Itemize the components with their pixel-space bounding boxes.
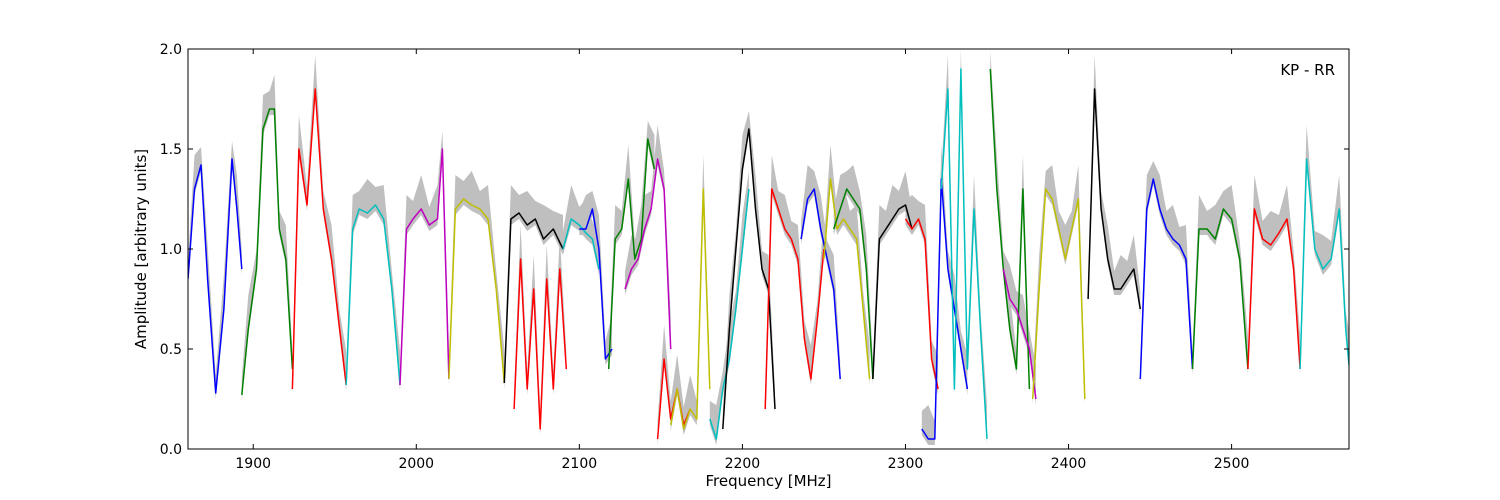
envelope-band-11 <box>625 125 671 355</box>
envelope-band-25 <box>1003 251 1036 405</box>
spectrum-segment-31 <box>1299 158 1349 370</box>
envelope-band-5 <box>448 171 505 389</box>
spectrum-segment-11 <box>624 158 672 350</box>
spectrum-segment-20 <box>872 204 913 380</box>
envelope-band-6 <box>504 185 563 389</box>
spectrum-segment-13 <box>669 188 711 430</box>
spectrum-segment-14 <box>709 188 750 440</box>
spectrum-segment-7 <box>513 258 568 430</box>
spectrum-segment-28 <box>1139 178 1194 380</box>
envelope-band-16 <box>765 155 824 415</box>
x-tick-label: 2300 <box>888 456 924 472</box>
plot-frame <box>187 48 1350 450</box>
spectrum-segment-9 <box>579 208 613 360</box>
y-tick-label: 2.0 <box>160 42 182 58</box>
envelope-band-22 <box>921 145 968 445</box>
envelope-band-10 <box>608 121 655 375</box>
spectrum-segment-25 <box>1002 268 1037 400</box>
spectrum-segment-21 <box>904 218 939 390</box>
envelope-band-1 <box>241 75 293 401</box>
x-tick-label: 2000 <box>398 456 434 472</box>
envelope-band-28 <box>1140 161 1193 385</box>
envelope-band-27 <box>1088 55 1141 315</box>
axis-ticks: 1900 2000 2100 2200 2300 2400 2500 0.0 0.5 1.0 1.5… <box>160 42 1349 472</box>
envelope-band-31 <box>1300 125 1349 375</box>
spectrum-segment-3 <box>345 204 401 386</box>
spectrum-segment-1 <box>241 108 294 396</box>
envelope-band-20 <box>872 171 912 385</box>
spectrum-segment-0 <box>188 158 243 394</box>
spectrum-segment-2 <box>291 88 347 390</box>
envelope-band-4 <box>400 131 449 391</box>
envelope-band-14 <box>709 171 749 445</box>
y-tick-label: 0.5 <box>160 342 182 358</box>
chart-annotation: KP - RR <box>1280 61 1335 79</box>
spectrum-segment-19 <box>832 188 874 380</box>
x-axis-label: Frequency [MHz] <box>705 472 831 490</box>
spectrum-segment-17 <box>800 188 841 380</box>
spectrum-segment-24 <box>989 68 1031 390</box>
x-tick-label: 2200 <box>725 456 761 472</box>
envelope-band-3 <box>346 179 400 391</box>
spectrum-segment-4 <box>399 148 450 386</box>
envelope-band-15 <box>722 111 775 435</box>
spectrum-segment-18 <box>823 178 871 380</box>
spectrum-segment-5 <box>448 198 506 384</box>
envelope-band-7 <box>514 225 567 435</box>
spectrum-segment-26 <box>1031 188 1086 400</box>
spectrum-segment-15 <box>722 128 776 430</box>
envelope-band-9 <box>579 191 612 365</box>
spectrum-segment-29 <box>1191 208 1249 370</box>
spectrum-segment-22 <box>921 178 969 440</box>
x-tick-label: 2400 <box>1051 456 1087 472</box>
envelope-band-26 <box>1032 165 1085 405</box>
spectrum-segment-27 <box>1087 88 1142 310</box>
envelope-band-19 <box>833 165 873 385</box>
spectrum-segment-23 <box>940 68 988 440</box>
spectrum-segment-30 <box>1247 208 1301 370</box>
x-tick-label: 2500 <box>1214 456 1250 472</box>
y-tick-label: 1.5 <box>160 142 182 158</box>
envelope-band-29 <box>1192 185 1248 375</box>
spectrum-segment-10 <box>607 138 656 370</box>
spectrum-segment-6 <box>503 212 564 384</box>
envelope-band-0 <box>188 141 242 399</box>
envelope-band-2 <box>292 55 347 395</box>
spectrum-segment-16 <box>764 188 825 410</box>
y-tick-label: 1.0 <box>160 242 182 258</box>
envelope-band-30 <box>1247 175 1301 375</box>
x-tick-label: 1900 <box>235 456 271 472</box>
x-tick-label: 2100 <box>562 456 598 472</box>
y-axis-label: Amplitude [arbitrary units] <box>132 149 150 349</box>
plot-area <box>188 49 1349 445</box>
envelope-band-17 <box>801 165 841 385</box>
y-tick-label: 0.0 <box>160 442 182 458</box>
